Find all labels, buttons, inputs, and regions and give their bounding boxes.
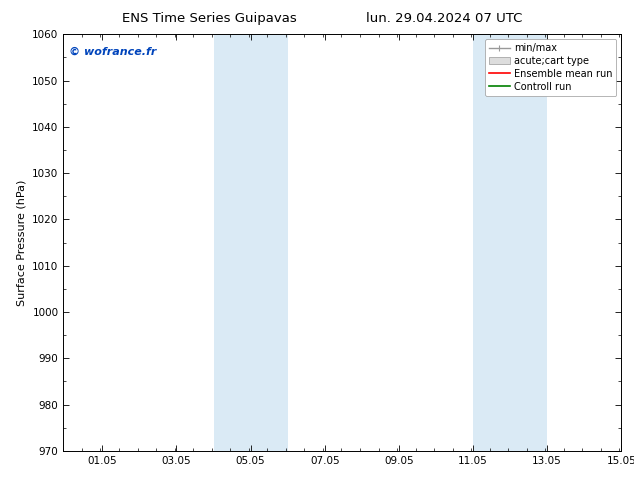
Text: ENS Time Series Guipavas: ENS Time Series Guipavas [122,12,297,25]
Bar [214,34,288,451]
Legend: min/max, acute;cart type, Ensemble mean run, Controll run: min/max, acute;cart type, Ensemble mean … [485,39,616,96]
Bar [473,34,547,451]
Y-axis label: Surface Pressure (hPa): Surface Pressure (hPa) [16,179,27,306]
Text: lun. 29.04.2024 07 UTC: lun. 29.04.2024 07 UTC [366,12,522,25]
Text: © wofrance.fr: © wofrance.fr [69,47,157,57]
